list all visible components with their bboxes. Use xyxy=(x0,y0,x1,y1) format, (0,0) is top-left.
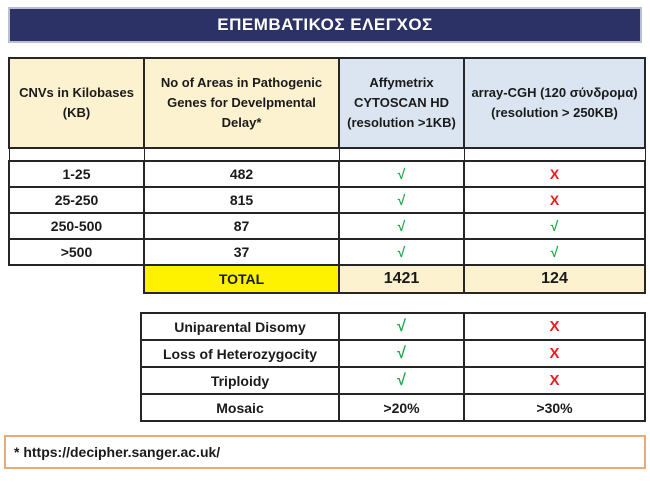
slide: ΕΠΕΜΒΑΤΙΚΟΣ ΕΛΕΓΧΟΣ CNVs in Kilobases (K… xyxy=(0,7,650,469)
check-mark: √ xyxy=(338,212,465,240)
anomalies-table-rows: Uniparental Disomy √ X Loss of Heterozygoci… xyxy=(140,312,646,422)
check-mark: √ xyxy=(463,238,646,266)
cell-cnv-range: >500 xyxy=(8,238,145,266)
table-row: >500 37 √ √ xyxy=(8,238,646,266)
table-row: Triploidy √ X xyxy=(140,366,646,395)
table-row: Loss of Heterozygocity √ X xyxy=(140,339,646,368)
table-row: Mosaic >20% >30% xyxy=(140,393,646,422)
cnv-table: CNVs in Kilobases (KB) No of Areas in Pa… xyxy=(8,57,646,294)
cell-anomaly-label: Uniparental Disomy xyxy=(140,312,340,341)
cross-mark: X xyxy=(463,339,646,368)
cell-anomaly-label: Loss of Heterozygocity xyxy=(140,339,340,368)
spacer-cell xyxy=(338,147,465,162)
cross-mark: X xyxy=(463,160,646,188)
cell-anomaly-label: Triploidy xyxy=(140,366,340,395)
total-cytoscan: 1421 xyxy=(338,264,465,294)
spacer-cell xyxy=(8,147,145,162)
table-row: Uniparental Disomy √ X xyxy=(140,312,646,341)
col-header-cnv: CNVs in Kilobases (KB) xyxy=(8,57,145,149)
spacer-cell xyxy=(463,147,646,162)
total-empty-cell xyxy=(9,265,144,293)
spacer-row xyxy=(8,147,646,162)
cnv-table-header-row: CNVs in Kilobases (KB) No of Areas in Pa… xyxy=(8,57,646,149)
check-mark: √ xyxy=(338,312,465,341)
cross-mark: X xyxy=(463,312,646,341)
check-mark: √ xyxy=(338,366,465,395)
page-title-banner: ΕΠΕΜΒΑΤΙΚΟΣ ΕΛΕΓΧΟΣ xyxy=(8,7,642,43)
page-title: ΕΠΕΜΒΑΤΙΚΟΣ ΕΛΕΓΧΟΣ xyxy=(217,15,433,34)
check-mark: √ xyxy=(338,238,465,266)
total-row: TOTAL 1421 124 xyxy=(9,264,646,294)
footnote-box: * https://decipher.sanger.ac.uk/ xyxy=(4,435,646,469)
footnote-text: * https://decipher.sanger.ac.uk/ xyxy=(14,444,221,460)
cell-areas-count: 87 xyxy=(143,212,340,240)
cell-cytoscan: >20% xyxy=(338,393,465,422)
table-row: 25-250 815 √ X xyxy=(8,186,646,214)
table-row: 1-25 482 √ X xyxy=(8,160,646,188)
check-mark: √ xyxy=(463,212,646,240)
cross-mark: X xyxy=(463,366,646,395)
cell-cnv-range: 25-250 xyxy=(8,186,145,214)
total-arraycgh: 124 xyxy=(463,264,646,294)
spacer-cell xyxy=(143,147,340,162)
check-mark: √ xyxy=(338,160,465,188)
col-header-cytoscan: Affymetrix CYTOSCAN HD (resolution >1KB) xyxy=(338,57,465,149)
cross-mark: X xyxy=(463,186,646,214)
cell-areas-count: 37 xyxy=(143,238,340,266)
check-mark: √ xyxy=(338,339,465,368)
check-mark: √ xyxy=(338,186,465,214)
table-row: 250-500 87 √ √ xyxy=(8,212,646,240)
cell-cnv-range: 250-500 xyxy=(8,212,145,240)
col-header-areas: No of Areas in Pathogenic Genes for Deve… xyxy=(143,57,340,149)
cnv-table-rows: 1-25 482 √ X 25-250 815 √ X 250-500 87 √ √ >500 37 √ √ xyxy=(8,160,646,266)
cell-anomaly-label: Mosaic xyxy=(140,393,340,422)
cell-areas-count: 815 xyxy=(143,186,340,214)
total-label: TOTAL xyxy=(143,264,340,294)
col-header-arraycgh: array-CGH (120 σύνδρομα) (resolution > 2… xyxy=(463,57,646,149)
cell-areas-count: 482 xyxy=(143,160,340,188)
cell-arraycgh: >30% xyxy=(463,393,646,422)
cell-cnv-range: 1-25 xyxy=(8,160,145,188)
anomalies-table: Uniparental Disomy √ X Loss of Heterozygoci… xyxy=(140,312,646,422)
